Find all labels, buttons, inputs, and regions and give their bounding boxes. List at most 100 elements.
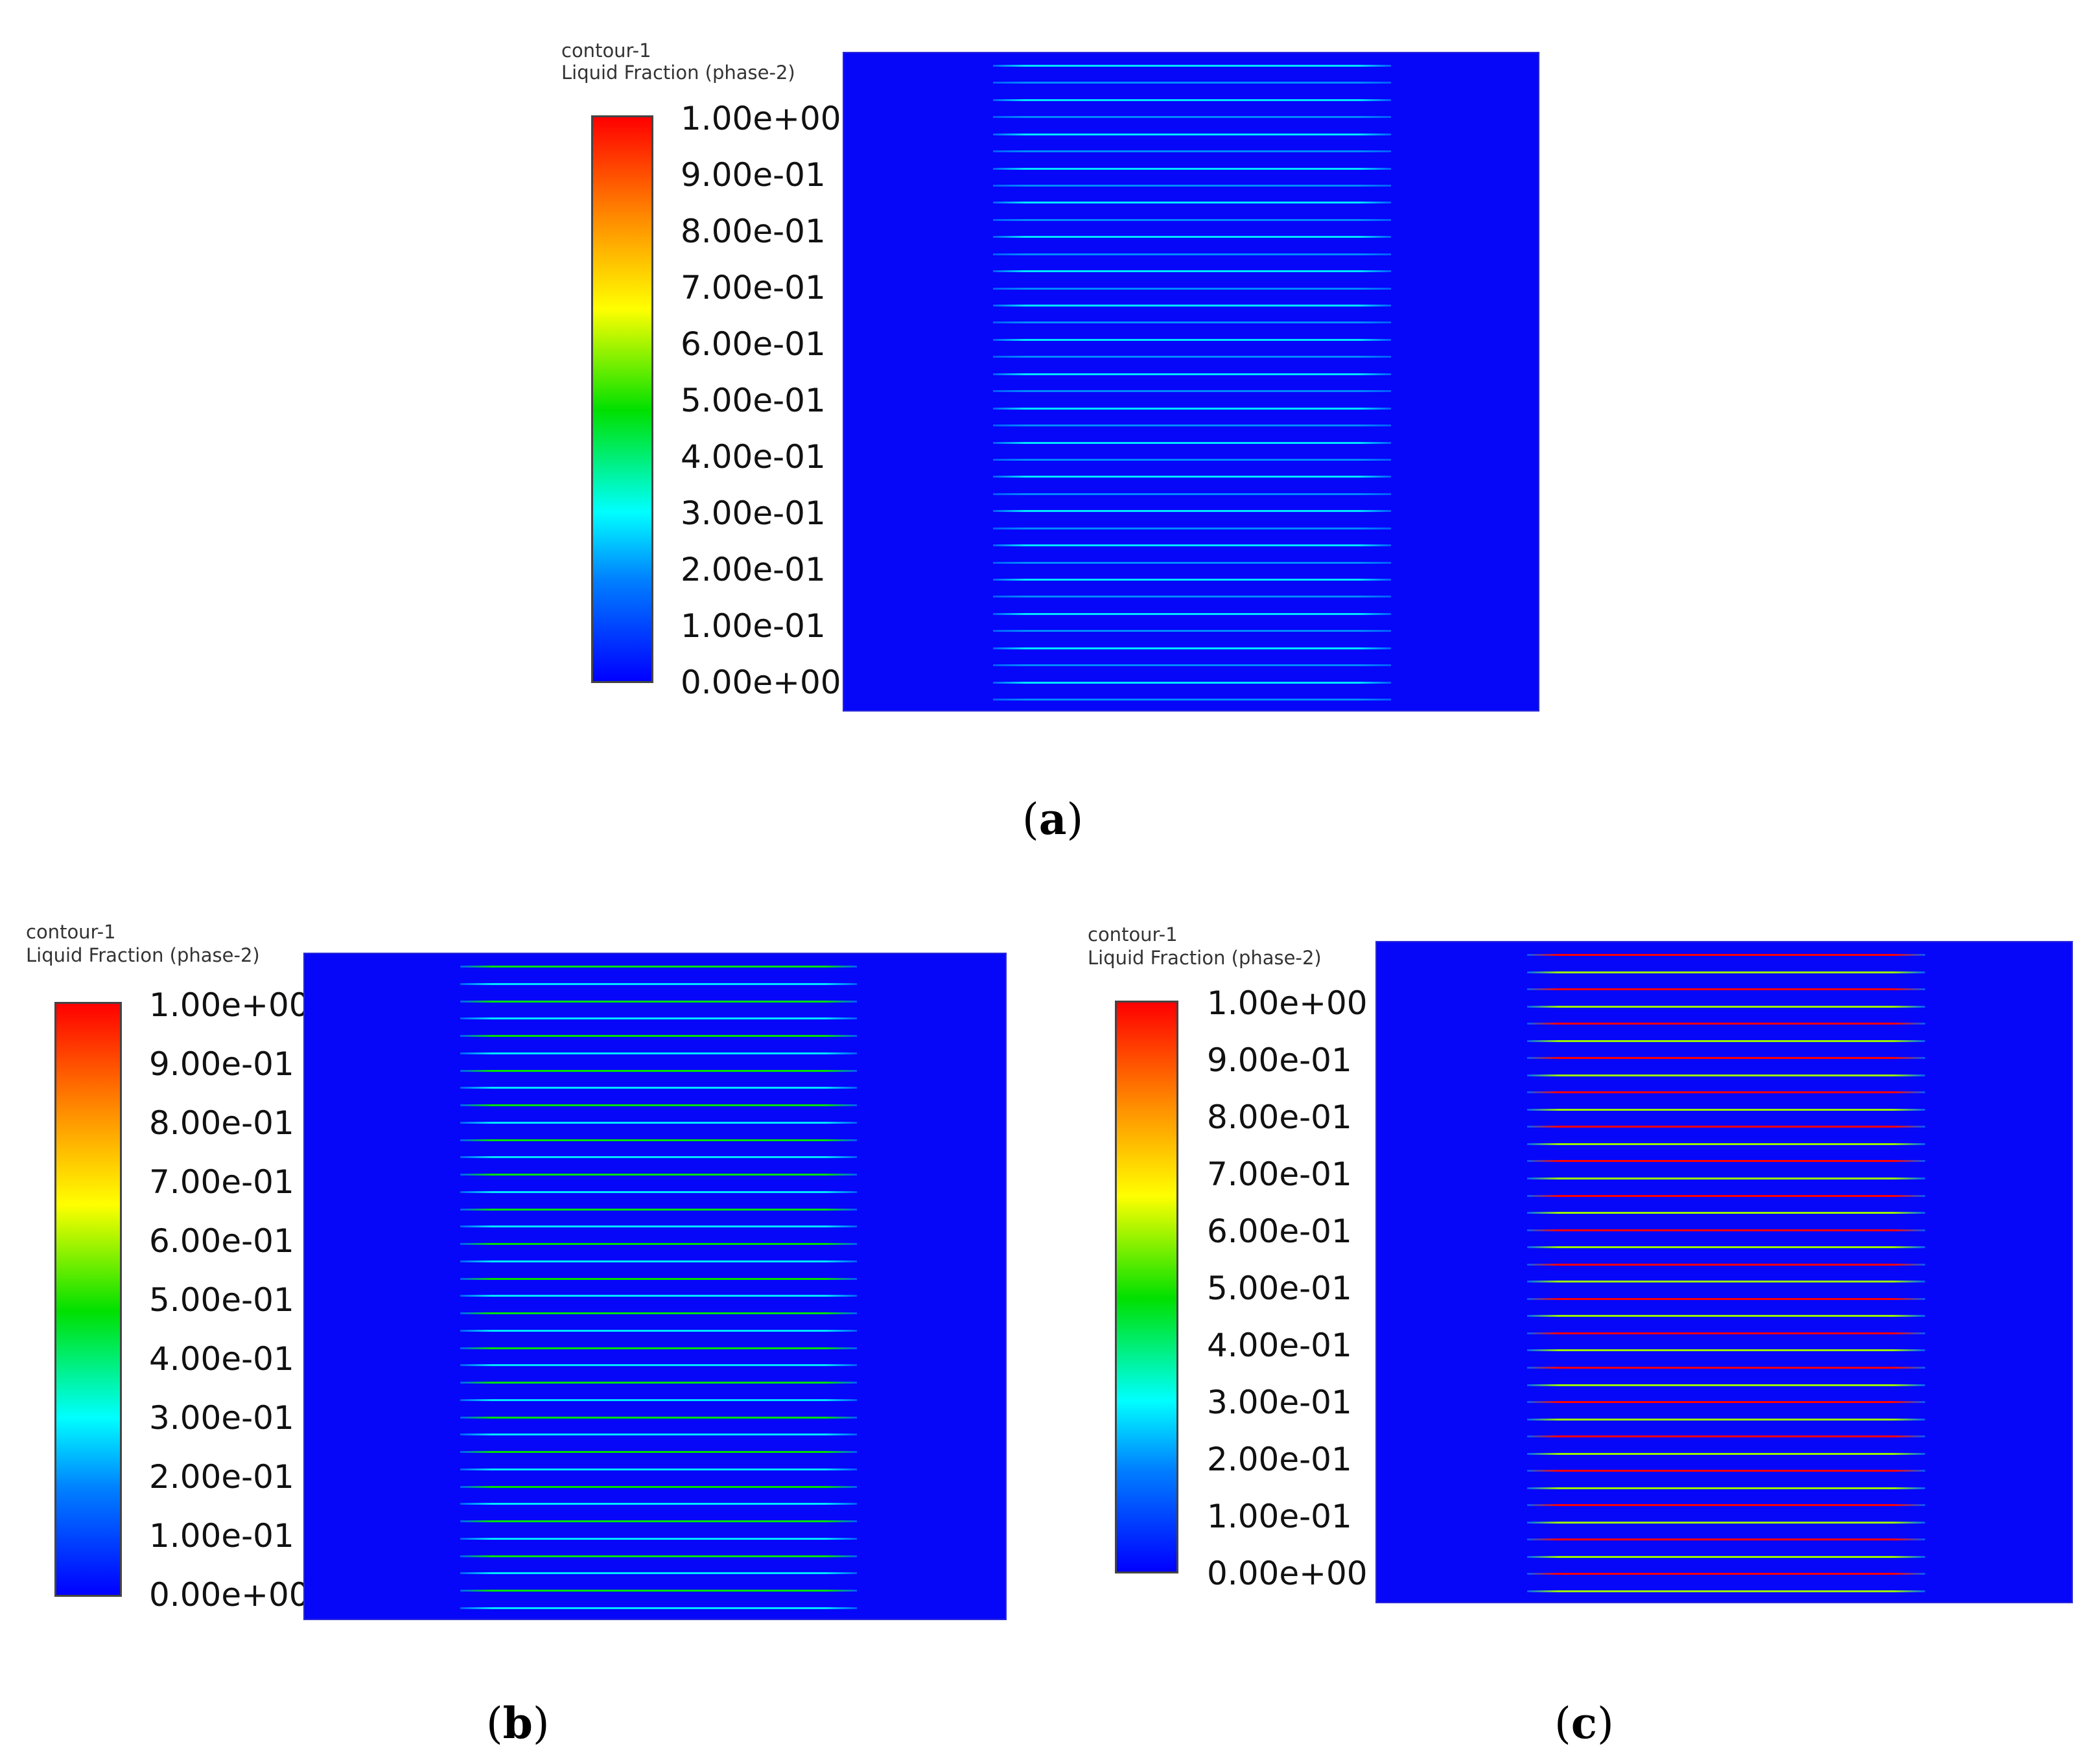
- tick-label: 7.00e-01: [149, 1163, 294, 1201]
- tick-label: 6.00e-01: [1207, 1213, 1352, 1250]
- tick-label: 0.00e+00: [149, 1576, 310, 1614]
- tick-label: 1.00e+00: [149, 986, 310, 1024]
- liquid-strip: [460, 1607, 857, 1609]
- liquid-strip: [1527, 1349, 1925, 1351]
- tick-label: 2.00e-01: [149, 1458, 294, 1496]
- tick-label: 1.00e-01: [1207, 1498, 1352, 1535]
- liquid-strip: [1527, 1504, 1925, 1506]
- liquid-strip: [1527, 1023, 1925, 1025]
- liquid-strip: [460, 1035, 857, 1037]
- liquid-strip: [993, 647, 1391, 649]
- liquid-strip: [1527, 1367, 1925, 1369]
- caption-a-letter: a: [1038, 794, 1067, 844]
- liquid-strip: [1527, 1195, 1925, 1197]
- liquid-strip: [1527, 1264, 1925, 1266]
- liquid-strip: [993, 528, 1391, 529]
- liquid-strip: [460, 1312, 857, 1314]
- liquid-strip: [460, 1278, 857, 1280]
- liquid-strip: [1527, 1126, 1925, 1128]
- liquid-strip: [993, 493, 1391, 495]
- liquid-strip: [993, 305, 1391, 307]
- liquid-strip: [993, 82, 1391, 84]
- liquid-strip: [1527, 1435, 1925, 1437]
- tick-label: 5.00e-01: [681, 382, 826, 419]
- liquid-strip: [460, 1590, 857, 1592]
- liquid-strip: [460, 1347, 857, 1349]
- liquid-strip: [460, 1572, 857, 1574]
- tick-label: 6.00e-01: [681, 325, 826, 363]
- liquid-strip: [993, 236, 1391, 238]
- liquid-strip: [460, 1417, 857, 1419]
- liquid-strip: [1527, 1212, 1925, 1214]
- tick-label: 6.00e-01: [149, 1222, 294, 1260]
- legend-title-a: contour-1: [561, 40, 651, 62]
- liquid-strip: [460, 1555, 857, 1557]
- liquid-strip: [1527, 1040, 1925, 1042]
- liquid-strip: [460, 1139, 857, 1141]
- liquid-strip: [460, 1295, 857, 1297]
- tick-label: 7.00e-01: [681, 269, 826, 307]
- liquid-strip: [993, 321, 1391, 323]
- liquid-strip: [1527, 1315, 1925, 1317]
- contour-field-b: [303, 953, 1007, 1620]
- liquid-strip: [460, 1209, 857, 1211]
- liquid-strip: [460, 1001, 857, 1003]
- caption-c-letter: c: [1571, 1698, 1597, 1748]
- liquid-strip: [993, 219, 1391, 221]
- tick-label: 9.00e-01: [149, 1045, 294, 1083]
- liquid-strip: [993, 185, 1391, 187]
- tick-label: 2.00e-01: [1207, 1441, 1352, 1478]
- tick-label: 0.00e+00: [1207, 1555, 1368, 1592]
- liquid-strip: [993, 424, 1391, 426]
- colorbar-a: [591, 115, 653, 683]
- liquid-strip: [1527, 1538, 1925, 1540]
- colorbar-c: [1115, 1001, 1178, 1573]
- liquid-strip: [1527, 1006, 1925, 1008]
- contour-field-a: [843, 52, 1539, 712]
- liquid-strip: [460, 1468, 857, 1470]
- tick-label: 0.00e+00: [681, 664, 841, 701]
- tick-label: 8.00e-01: [681, 213, 826, 250]
- liquid-strip: [993, 116, 1391, 118]
- liquid-strip: [460, 1174, 857, 1176]
- tick-label: 7.00e-01: [1207, 1155, 1352, 1193]
- liquid-strip: [460, 966, 857, 968]
- liquid-strip: [1527, 1573, 1925, 1575]
- liquid-strip: [993, 65, 1391, 67]
- liquid-strip: [993, 99, 1391, 101]
- liquid-strip: [460, 1122, 857, 1124]
- liquid-strip: [460, 1451, 857, 1453]
- liquid-strip: [1527, 1470, 1925, 1472]
- contour-field-c: [1375, 941, 2073, 1603]
- liquid-strip: [993, 579, 1391, 581]
- liquid-strip: [1527, 988, 1925, 990]
- liquid-strip: [460, 1156, 857, 1158]
- liquid-strip: [1527, 1453, 1925, 1455]
- liquid-strip: [1527, 1160, 1925, 1162]
- legend-title-b: contour-1: [26, 921, 116, 943]
- tick-label: 1.00e+00: [1207, 984, 1368, 1022]
- legend-subtitle-a: Liquid Fraction (phase-2): [561, 62, 795, 84]
- liquid-strip: [1527, 1229, 1925, 1231]
- liquid-strip: [1527, 1246, 1925, 1248]
- tick-label: 5.00e-01: [1207, 1270, 1352, 1307]
- tick-label: 1.00e-01: [681, 607, 826, 645]
- legend-subtitle-c: Liquid Fraction (phase-2): [1088, 947, 1322, 969]
- legend-title-c: contour-1: [1088, 923, 1178, 946]
- tick-label: 9.00e-01: [681, 156, 826, 194]
- liquid-strip: [1527, 1401, 1925, 1403]
- liquid-strip: [993, 459, 1391, 461]
- liquid-strip: [460, 1382, 857, 1384]
- liquid-strip: [1527, 1522, 1925, 1524]
- tick-label: 4.00e-01: [149, 1340, 294, 1378]
- liquid-strip: [460, 1191, 857, 1193]
- liquid-strip: [993, 270, 1391, 272]
- tick-label: 2.00e-01: [681, 551, 826, 588]
- liquid-strip: [460, 1260, 857, 1262]
- liquid-strip: [1527, 1419, 1925, 1421]
- tick-label: 3.00e-01: [1207, 1384, 1352, 1421]
- liquid-strip: [1527, 1178, 1925, 1179]
- liquid-strip: [993, 544, 1391, 546]
- liquid-strip: [460, 1538, 857, 1540]
- liquid-strip: [1527, 1332, 1925, 1334]
